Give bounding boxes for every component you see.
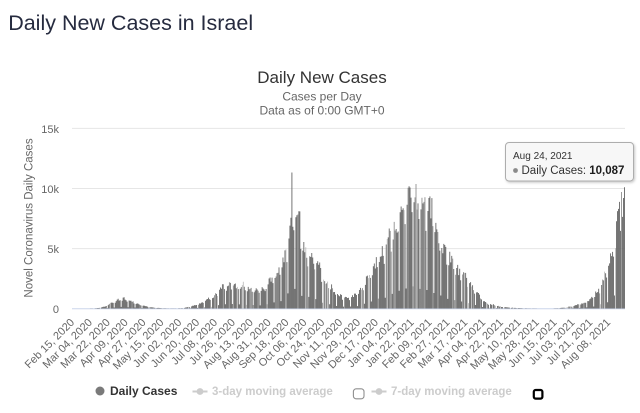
svg-text:Aug 24, 2021: Aug 24, 2021 (513, 151, 573, 162)
svg-text:10k: 10k (41, 184, 59, 196)
svg-text:7-day moving average: 7-day moving average (391, 386, 512, 398)
svg-text:3-day moving average: 3-day moving average (212, 386, 333, 398)
svg-text:Daily New Cases: Daily New Cases (257, 68, 386, 87)
svg-text:Daily Cases: Daily Cases (110, 384, 178, 398)
svg-text:Cases per Day: Cases per Day (282, 90, 361, 104)
svg-text:Daily New Cases in Israel: Daily New Cases in Israel (8, 11, 253, 35)
svg-text:0: 0 (53, 304, 59, 316)
svg-text:Daily Cases: 10,087: Daily Cases: 10,087 (522, 165, 625, 177)
svg-text:Data as of 0:00 GMT+0: Data as of 0:00 GMT+0 (259, 104, 384, 118)
svg-text:Novel Coronavirus Daily Cases: Novel Coronavirus Daily Cases (24, 138, 36, 297)
svg-text:5k: 5k (47, 244, 59, 256)
svg-text:15k: 15k (41, 124, 59, 136)
